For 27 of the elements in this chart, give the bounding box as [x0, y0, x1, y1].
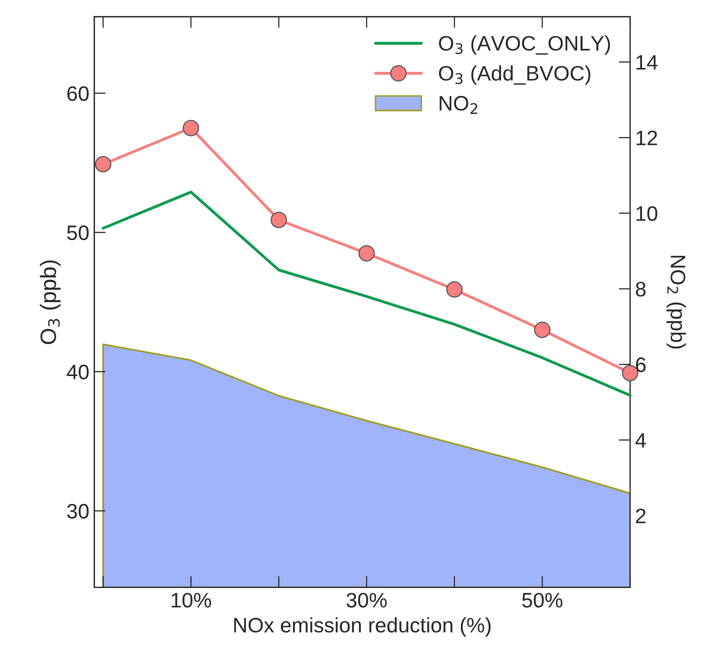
x-tick-label: 30%: [346, 592, 387, 608]
line-series: [102, 190, 632, 397]
y-tick-label: 30: [67, 504, 89, 519]
point: [446, 281, 463, 298]
point: [358, 245, 375, 262]
point: [534, 322, 550, 338]
point: [182, 120, 200, 136]
y-tick-label: 60: [67, 86, 89, 101]
point: [270, 212, 287, 228]
y2-tick-label: 12: [636, 130, 658, 146]
x-tick-label: 50%: [522, 592, 562, 608]
y-tick-label: 50: [67, 225, 89, 240]
y2-tick-label: 2: [636, 508, 646, 524]
legend-label: NO$_{2}$: [440, 96, 478, 114]
y-axis-title: O$_{3}$ (ppb): [40, 260, 61, 344]
y-tick-label: 40: [66, 364, 89, 380]
y2-tick-label: 4: [635, 433, 646, 448]
x-axis-title: NOx emission reduction (%): [234, 617, 491, 637]
legend-label: O$_{3}$ (Add_BVOC): [438, 65, 590, 85]
y2-tick-label: 6: [636, 357, 646, 372]
legend-label: O$_{3}$ (AVOC_ONLY): [438, 35, 610, 55]
y2-tick-label: 14: [636, 55, 658, 70]
y2-tick-label: 10: [636, 206, 658, 221]
x-tick-label: 10%: [172, 592, 212, 608]
y2-tick-label: 8: [636, 282, 646, 297]
point: [94, 156, 112, 172]
y2-axis-title: NO$_{2}$ (ppb): [666, 256, 686, 349]
